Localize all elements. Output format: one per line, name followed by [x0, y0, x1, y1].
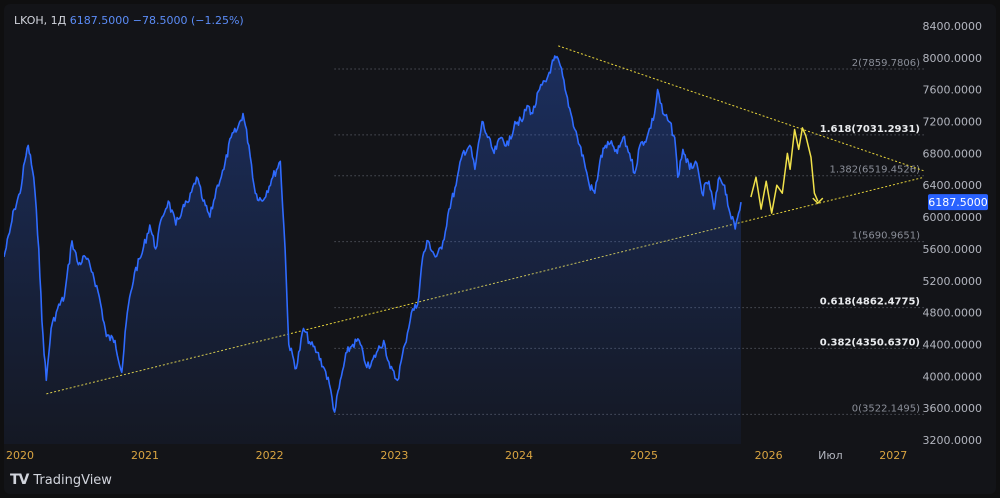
- y-tick-label: 6800.0000: [923, 147, 983, 160]
- x-tick-label: Июл: [818, 449, 843, 462]
- fib-label: 0.382(4350.6370): [820, 337, 920, 348]
- fib-label: 1.618(7031.2931): [820, 124, 920, 135]
- fib-label: 1.382(6519.4526): [829, 165, 920, 176]
- trendline: [46, 176, 925, 395]
- chart-panel: 2(7859.7806) 1.618(7031.2931) 1.382(6519.4…: [4, 4, 996, 494]
- y-tick-label: 8000.0000: [923, 52, 983, 65]
- fib-label: 0.618(4862.4775): [820, 297, 920, 308]
- x-tick-label: 2025: [630, 449, 658, 462]
- y-tick-label: 6000.0000: [923, 211, 983, 224]
- y-tick-label: 7200.0000: [923, 116, 983, 129]
- x-tick-label: 2026: [755, 449, 783, 462]
- price-series: [4, 55, 742, 444]
- y-tick-label: 5600.0000: [923, 243, 983, 256]
- y-tick-label: 5200.0000: [923, 275, 983, 288]
- current-price-label: 6187.5000: [928, 196, 988, 209]
- trendline: [558, 45, 925, 172]
- y-tick-label: 8400.0000: [923, 20, 983, 33]
- x-tick-label: 2024: [505, 449, 533, 462]
- x-tick-label: 2022: [256, 449, 284, 462]
- price-chart[interactable]: 2(7859.7806) 1.618(7031.2931) 1.382(6519.4…: [4, 4, 996, 494]
- y-tick-label: 7600.0000: [923, 84, 983, 97]
- fib-label: 1(5690.9651): [852, 231, 920, 242]
- last-price: 6187.5000: [69, 14, 130, 27]
- price-change-pct: (−1.25%): [190, 14, 244, 27]
- x-tick-label: 2023: [380, 449, 408, 462]
- time-axis[interactable]: 2020 2021 2022 2023 2024 2025 2026 Июл 2027: [6, 449, 907, 462]
- symbol-name: LKOH: [14, 14, 44, 27]
- price-change: −78.5000: [132, 14, 188, 27]
- price-line: [4, 55, 742, 413]
- y-tick-label: 4400.0000: [923, 338, 983, 351]
- fib-label: 0(3522.1495): [852, 403, 920, 414]
- current-price-marker: 6187.5000: [928, 194, 988, 211]
- symbol-header[interactable]: LKOH, 1Д 6187.5000 −78.5000 (−1.25%): [14, 14, 244, 27]
- x-tick-label: 2027: [879, 449, 907, 462]
- forecast-path: [750, 127, 824, 214]
- y-tick-label: 3600.0000: [923, 402, 983, 415]
- interval-label: 1Д: [50, 14, 67, 27]
- x-tick-label: 2021: [131, 449, 159, 462]
- current-price-badge: [928, 194, 988, 211]
- y-tick-label: 4000.0000: [923, 370, 983, 383]
- trendlines: [46, 45, 925, 395]
- fib-levels: 2(7859.7806) 1.618(7031.2931) 1.382(6519.4…: [334, 58, 924, 415]
- forecast-arrow-icon: [812, 197, 824, 205]
- y-tick-label: 6400.0000: [923, 179, 983, 192]
- price-axis[interactable]: 8400.0000 8000.0000 7600.0000 7200.0000 6800…: [923, 20, 983, 447]
- forecast-line: [750, 127, 819, 214]
- fib-label: 2(7859.7806): [852, 58, 920, 69]
- brand-name: TradingView: [33, 472, 112, 488]
- y-tick-label: 4800.0000: [923, 307, 983, 320]
- y-tick-label: 3200.0000: [923, 434, 983, 447]
- tradingview-logo-icon: TV: [10, 472, 29, 488]
- price-area: [4, 56, 741, 444]
- tradingview-brand[interactable]: TV TradingView: [10, 472, 112, 488]
- x-tick-label: 2020: [6, 449, 34, 462]
